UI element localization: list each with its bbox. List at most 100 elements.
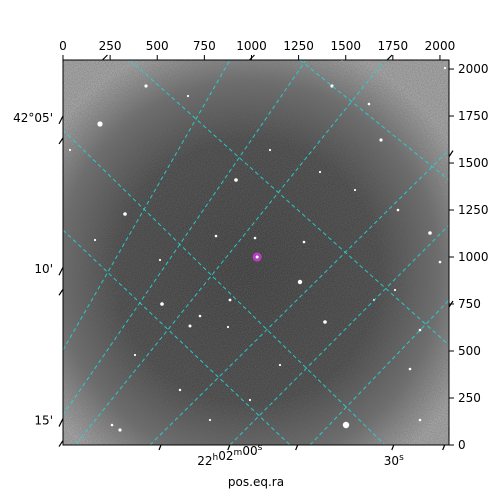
ra-value: 22 <box>197 454 212 468</box>
star <box>97 121 103 127</box>
bottom-tick-mark <box>295 444 299 451</box>
top-grid-tick <box>249 54 255 61</box>
star <box>318 170 322 174</box>
left-axis-ticks: 42°05' 10' 15' <box>13 111 64 447</box>
star <box>198 314 202 318</box>
ra-unit: m <box>234 448 243 458</box>
star <box>297 279 303 285</box>
star <box>418 328 422 332</box>
top-tick-label: 250 <box>99 39 122 53</box>
star <box>342 421 350 429</box>
ra-value: 30 <box>384 454 399 468</box>
bottom-tick-mark <box>158 444 162 451</box>
star <box>133 353 137 357</box>
left-tick-label: 10' <box>34 262 53 276</box>
grid-line <box>229 224 449 445</box>
bottom-tick-mark <box>442 444 446 451</box>
star <box>228 298 232 302</box>
right-grid-tick <box>448 150 454 157</box>
star <box>144 84 148 88</box>
top-tick-label: 500 <box>146 39 169 53</box>
image-panel <box>63 60 449 445</box>
star <box>268 148 272 152</box>
star <box>158 258 162 262</box>
star <box>110 423 114 427</box>
star <box>234 178 238 182</box>
bottom-axis-title: pos.eq.ra <box>228 475 284 489</box>
star <box>323 320 327 324</box>
star <box>214 234 218 238</box>
star <box>379 138 383 142</box>
left-tick-mark <box>58 115 64 125</box>
top-tick-label: 0 <box>59 39 67 53</box>
left-tick-mark <box>58 288 64 296</box>
star <box>443 66 447 70</box>
star <box>123 212 127 216</box>
left-tick-mark <box>58 266 64 276</box>
left-tick-mark <box>58 418 64 427</box>
left-tick-mark <box>58 137 64 145</box>
star <box>302 240 306 244</box>
grid-line <box>129 60 449 346</box>
star <box>188 324 192 328</box>
star <box>248 398 252 402</box>
star <box>367 102 371 106</box>
bottom-tick-label: 22h02m00s <box>197 443 262 468</box>
right-tick-label: 1250 <box>458 203 489 217</box>
right-tick-label: 2000 <box>458 62 489 76</box>
grid-line <box>74 60 386 445</box>
top-tick-label: 1000 <box>236 39 267 53</box>
left-tick-label: 42°05' <box>13 111 53 125</box>
star <box>408 367 412 371</box>
star <box>208 418 212 422</box>
bottom-tick-mark <box>227 444 231 451</box>
right-tick-label: 0 <box>458 438 466 452</box>
left-tick-mark <box>58 440 64 447</box>
star <box>178 388 182 392</box>
star <box>418 418 422 422</box>
marker-center <box>255 255 259 259</box>
bottom-tick-label: 30s <box>384 453 404 468</box>
star <box>438 260 442 264</box>
star <box>186 94 190 98</box>
star <box>353 188 357 192</box>
star <box>396 208 400 212</box>
ra-unit: s <box>258 443 263 453</box>
plot-frame <box>62 59 450 446</box>
right-tick-label: 250 <box>458 391 481 405</box>
right-axis-ticks: 0 250 500 750 1000 1250 1500 1750 2000 <box>448 62 489 452</box>
left-tick-label: 15' <box>34 414 53 428</box>
top-grid-tick <box>102 54 108 61</box>
grid-line <box>149 149 449 445</box>
top-tick-label: 1250 <box>283 39 314 53</box>
right-tick-label: 750 <box>458 297 481 311</box>
top-axis-ticks: 0 250 500 750 1000 1250 1500 1750 2000 <box>59 39 456 61</box>
right-tick-label: 1000 <box>458 250 489 264</box>
ra-unit: s <box>399 453 404 463</box>
ra-value: 02 <box>218 449 233 463</box>
top-tick-label: 1750 <box>378 39 409 53</box>
right-tick-label: 1500 <box>458 156 489 170</box>
coordinate-grid <box>63 60 449 445</box>
right-grid-tick <box>448 300 454 308</box>
sky-image-noise <box>63 60 449 445</box>
top-tick-label: 2000 <box>425 39 456 53</box>
top-grid-tick <box>386 54 393 61</box>
grid-line <box>309 299 449 445</box>
target-marker <box>252 252 262 262</box>
top-tick-label: 1500 <box>330 39 361 53</box>
top-tick-label: 750 <box>193 39 216 53</box>
star <box>253 236 257 240</box>
star <box>160 302 164 306</box>
star <box>393 288 397 292</box>
star <box>278 363 282 367</box>
star <box>428 231 432 235</box>
star <box>226 325 230 329</box>
grid-line <box>63 60 307 416</box>
right-tick-label: 1750 <box>458 109 489 123</box>
bottom-tick-mark <box>391 444 395 451</box>
grid-line <box>299 60 449 181</box>
grid-line <box>63 129 386 445</box>
